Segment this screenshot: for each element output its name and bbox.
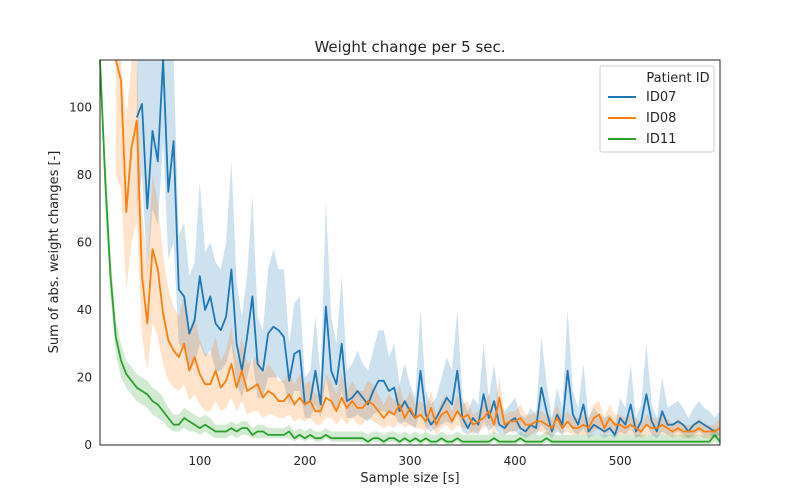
confidence-bands bbox=[100, 60, 721, 445]
y-axis-ticks: 0 20 40 60 80 100 bbox=[69, 100, 92, 452]
y-axis-label: Sum of abs. weight changes [-] bbox=[47, 151, 62, 354]
x-axis-ticks: 100 200 300 400 500 bbox=[188, 454, 631, 468]
x-axis-label: Sample size [s] bbox=[360, 471, 459, 486]
y-tick-label: 40 bbox=[77, 303, 92, 317]
y-tick-label: 0 bbox=[84, 438, 92, 452]
legend-label-id08: ID08 bbox=[646, 111, 676, 126]
chart-title: Weight change per 5 sec. bbox=[314, 38, 505, 56]
series-line-id08 bbox=[114, 59, 721, 433]
x-tick-label: 400 bbox=[504, 454, 527, 468]
y-tick-label: 20 bbox=[77, 370, 92, 384]
y-tick-label: 100 bbox=[69, 100, 92, 114]
y-tick-label: 80 bbox=[77, 168, 92, 182]
legend-entries: ID07 ID08 ID11 bbox=[608, 90, 676, 147]
x-tick-label: 100 bbox=[188, 454, 211, 468]
legend-label-id11: ID11 bbox=[646, 132, 676, 147]
legend-title: Patient ID bbox=[646, 71, 709, 86]
y-tick-label: 60 bbox=[77, 235, 92, 249]
series-line-id11 bbox=[99, 59, 721, 443]
legend-box bbox=[599, 65, 715, 153]
series-lines bbox=[99, 59, 721, 443]
ci-band-id07 bbox=[136, 60, 721, 439]
legend: Patient ID ID07 ID08 ID11 bbox=[599, 65, 715, 153]
x-tick-label: 500 bbox=[609, 454, 632, 468]
x-tick-label: 300 bbox=[399, 454, 422, 468]
ci-band-id11 bbox=[100, 60, 720, 445]
legend-label-id07: ID07 bbox=[646, 90, 676, 105]
plot-frame bbox=[99, 59, 721, 446]
x-tick-label: 200 bbox=[293, 454, 316, 468]
series-line-id07 bbox=[135, 59, 721, 436]
